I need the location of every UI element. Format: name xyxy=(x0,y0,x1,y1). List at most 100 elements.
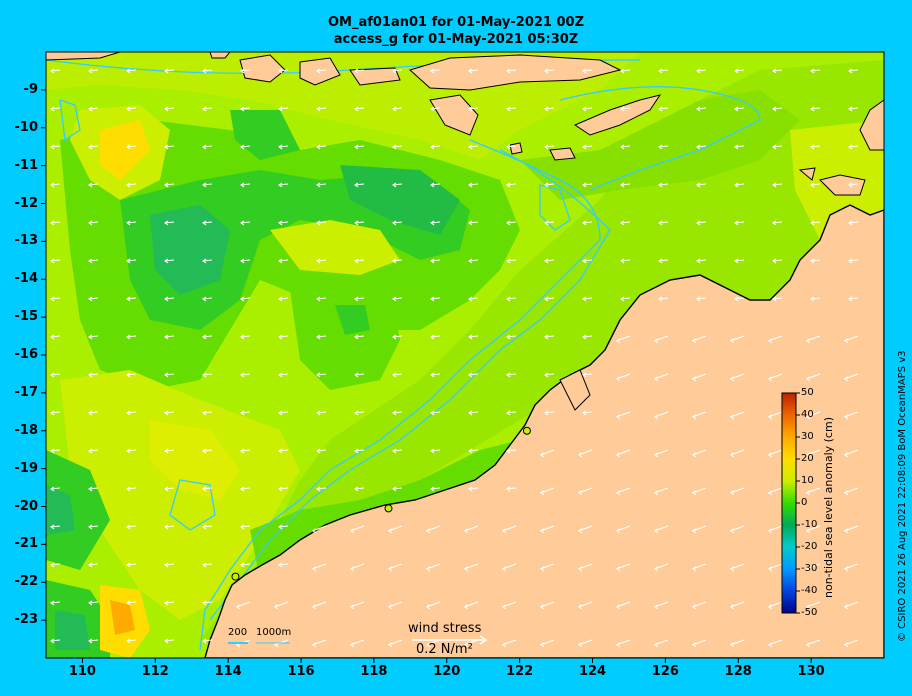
wind-arrow xyxy=(844,449,859,456)
wind-arrow-head xyxy=(810,182,815,188)
wind-arrow-head xyxy=(50,68,55,74)
wind-arrow-head xyxy=(539,566,545,572)
wind-arrow-head xyxy=(810,296,815,302)
wind-arrow-head xyxy=(126,144,131,150)
colorbar-tick-label: -40 xyxy=(801,585,818,596)
wind-arrow xyxy=(126,335,137,338)
wind-arrow xyxy=(240,259,251,262)
wind-arrow-head xyxy=(615,376,621,382)
wind-arrow xyxy=(202,373,213,376)
wind-arrow-head xyxy=(202,524,207,530)
wind-legend-value: 0.2 N/m² xyxy=(416,642,473,657)
wind-arrow-head xyxy=(126,68,131,74)
wind-arrow xyxy=(50,525,61,528)
wind-arrow-head xyxy=(354,182,359,188)
wind-arrow xyxy=(468,145,479,148)
wind-arrow xyxy=(316,107,327,110)
wind-arrow xyxy=(810,221,821,224)
wind-arrow xyxy=(468,259,479,262)
wind-arrow-head xyxy=(311,604,317,610)
wind-arrow-head xyxy=(544,106,549,112)
wind-arrow-head xyxy=(772,144,777,150)
wind-arrow xyxy=(844,335,859,342)
wind-arrow-head xyxy=(696,68,701,74)
wind-arrow-head xyxy=(696,144,701,150)
wind-arrow xyxy=(278,525,289,528)
wind-arrow xyxy=(430,297,441,300)
wind-arrow xyxy=(278,69,289,72)
colorbar-label: non-tidal sea level anomaly (cm) xyxy=(822,417,835,598)
wind-arrow xyxy=(620,69,631,72)
wind-arrow-head xyxy=(311,566,317,572)
wind-arrow xyxy=(696,145,707,148)
wind-arrow-head xyxy=(544,258,549,264)
wind-arrow-head xyxy=(653,490,659,496)
wind-arrow-head xyxy=(577,642,583,648)
wind-arrow-head xyxy=(430,448,435,454)
wind-arrow-head xyxy=(88,600,93,606)
wind-arrow-head xyxy=(653,452,659,458)
wind-arrow xyxy=(810,183,821,186)
wind-arrow-head xyxy=(506,448,511,454)
wind-arrow xyxy=(50,297,61,300)
wind-arrow xyxy=(578,563,593,570)
wind-arrow-head xyxy=(50,334,55,340)
wind-arrow-head xyxy=(88,524,93,530)
wind-arrow-head xyxy=(501,566,507,572)
wind-arrow-head xyxy=(691,376,697,382)
wind-arrow-head xyxy=(691,490,697,496)
wind-arrow xyxy=(620,183,631,186)
wind-arrow-head xyxy=(88,68,93,74)
wind-arrow-head xyxy=(164,258,169,264)
wind-arrow-head xyxy=(848,182,853,188)
wind-arrow xyxy=(468,487,479,490)
wind-arrow-head xyxy=(729,452,735,458)
wind-arrow xyxy=(544,411,555,414)
wind-arrow-head xyxy=(202,562,207,568)
wind-arrow xyxy=(88,373,99,376)
wind-arrow xyxy=(278,487,289,490)
wind-arrow xyxy=(202,525,213,528)
wind-arrow-head xyxy=(582,68,587,74)
wind-arrow xyxy=(392,69,403,72)
wind-arrow xyxy=(540,563,555,570)
wind-arrow-head xyxy=(805,414,811,420)
wind-arrow xyxy=(768,411,783,418)
wind-arrow xyxy=(430,449,441,452)
wind-arrow-head xyxy=(202,372,207,378)
wind-arrow xyxy=(692,373,707,380)
wind-arrow-head xyxy=(653,642,659,648)
wind-arrow xyxy=(844,639,859,646)
wind-arrow-head xyxy=(696,296,701,302)
wind-arrow-head xyxy=(468,296,473,302)
wind-arrow-head xyxy=(240,106,245,112)
wind-arrow-head xyxy=(734,68,739,74)
wind-arrow-head xyxy=(506,68,511,74)
wind-arrow xyxy=(202,221,213,224)
wind-arrow xyxy=(810,297,821,300)
station-2-marker xyxy=(384,504,393,513)
wind-arrow xyxy=(278,563,289,566)
wind-arrow-head xyxy=(843,528,849,534)
wind-arrow-head xyxy=(240,486,245,492)
wind-arrow xyxy=(88,335,99,338)
credit-text: © CSIRO 2021 26 Aug 2021 22:08:09 BoM Oc… xyxy=(897,350,908,643)
wind-arrow xyxy=(354,145,365,148)
wind-arrow-head xyxy=(50,106,55,112)
wind-arrow xyxy=(88,601,99,604)
wind-arrow-head xyxy=(50,524,55,530)
wind-arrow-head xyxy=(653,338,659,344)
wind-arrow-head xyxy=(506,258,511,264)
lat-tick-label: -22 xyxy=(14,574,39,590)
wind-arrow xyxy=(88,183,99,186)
wind-arrow xyxy=(468,183,479,186)
lat-tick-label: -11 xyxy=(14,157,39,173)
wind-arrow-head xyxy=(425,528,431,534)
wind-arrow xyxy=(278,107,289,110)
wind-arrow-head xyxy=(620,106,625,112)
wind-arrow xyxy=(468,69,479,72)
wind-arrow-head xyxy=(50,410,55,416)
wind-arrow-head xyxy=(577,528,583,534)
wind-arrow xyxy=(388,563,403,570)
wind-arrow xyxy=(126,601,137,604)
